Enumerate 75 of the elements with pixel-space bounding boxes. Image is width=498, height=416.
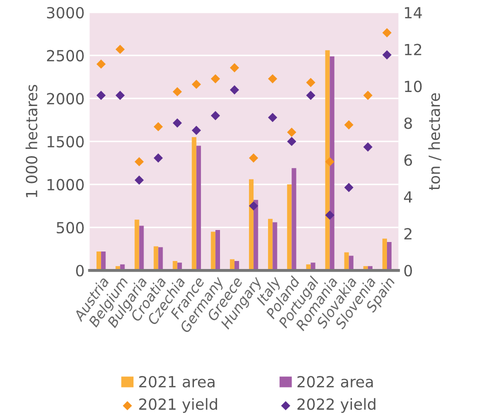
y2-tick-label: 4: [404, 191, 412, 203]
y2-tick-label: 10: [404, 80, 422, 92]
bar: [172, 260, 178, 270]
bar: [272, 222, 278, 270]
y-tick-label: 2500: [47, 50, 84, 62]
y-tick-label: 2000: [47, 92, 84, 104]
point: [306, 78, 316, 88]
bar: [96, 251, 102, 270]
point: [154, 122, 163, 132]
bar: [386, 242, 392, 270]
point: [116, 90, 125, 100]
point: [325, 157, 334, 166]
bar: [287, 184, 292, 270]
bar: [310, 262, 316, 270]
point: [363, 142, 373, 152]
bar: [101, 251, 106, 270]
point: [172, 118, 182, 128]
y-tick-label: 1500: [48, 136, 84, 148]
point: [134, 157, 144, 166]
point: [306, 90, 316, 100]
legend-label: 2022 yield: [297, 398, 376, 413]
point: [287, 128, 296, 137]
point: [134, 176, 144, 185]
y2-tick-label: 0: [404, 264, 412, 276]
bar: [248, 179, 254, 270]
point: [230, 63, 240, 72]
point: [96, 59, 106, 69]
bar: [215, 230, 220, 270]
point: [116, 44, 125, 54]
y-tick-label: 500: [56, 222, 84, 234]
point: [382, 28, 392, 38]
point: [268, 74, 278, 84]
bar: [268, 218, 273, 270]
bar: [330, 56, 334, 270]
point: [248, 201, 258, 211]
legend-label: 2021 yield: [139, 398, 218, 413]
point: [248, 153, 258, 163]
y-tick-label: 1000: [48, 178, 84, 190]
bar: [210, 232, 216, 270]
bar: [192, 137, 196, 270]
bar: [139, 226, 144, 270]
bar: [134, 220, 140, 270]
point: [172, 87, 182, 96]
point: [325, 210, 334, 220]
point: [96, 90, 106, 100]
y2-axis-title: ton / hectare: [428, 93, 442, 190]
y-tick-label: 3000: [47, 6, 84, 18]
point: [344, 182, 354, 192]
point: [382, 50, 392, 60]
point: [287, 136, 296, 146]
legend-label: 2022 area: [297, 376, 373, 388]
bar: [344, 252, 349, 270]
y-axis-title: 1 000 hectares: [26, 84, 38, 198]
y2-tick-label: 12: [404, 44, 422, 56]
bar: [325, 50, 330, 270]
y2-tick-label: 8: [404, 117, 412, 130]
point: [268, 112, 278, 122]
point: [192, 126, 201, 135]
legend-label: 2021 area: [139, 376, 214, 388]
point: [154, 153, 163, 163]
y2-tick-label: 6: [404, 154, 412, 166]
point: [210, 111, 220, 120]
y-tick-label: 0: [76, 264, 84, 276]
bar: [196, 146, 201, 270]
point: [363, 90, 373, 100]
point: [192, 80, 201, 89]
bar: [382, 238, 387, 270]
point: [230, 85, 240, 94]
bar: [158, 247, 163, 270]
point: [210, 74, 220, 84]
bar: [292, 168, 296, 270]
point: [344, 120, 354, 130]
y2-tick-label: 14: [404, 7, 422, 18]
y2-tick-label: 2: [404, 228, 412, 240]
bar: [154, 246, 158, 270]
